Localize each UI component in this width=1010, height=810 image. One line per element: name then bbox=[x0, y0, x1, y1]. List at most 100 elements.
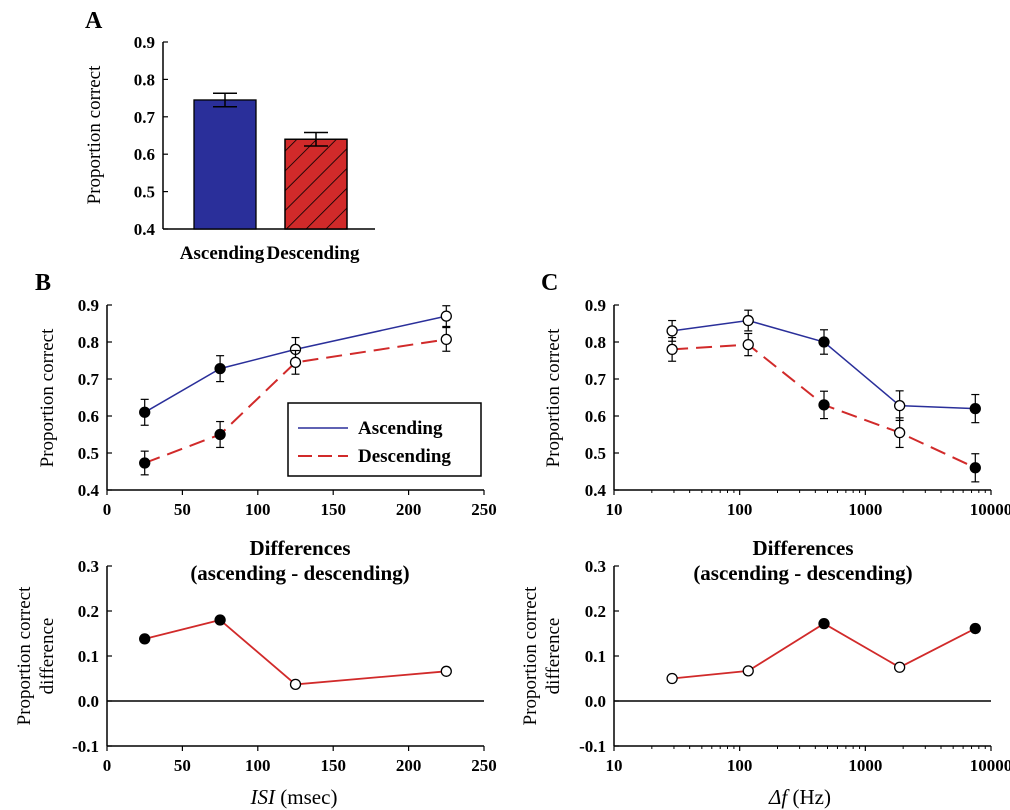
panel-b-diff-ytick-label: 0.1 bbox=[78, 647, 99, 666]
panel-a-ytick-label: 0.7 bbox=[134, 108, 156, 127]
panel-c-xtick-label: 10 bbox=[606, 500, 623, 519]
legend-descending-label: Descending bbox=[358, 446, 451, 467]
panel-c-diff-ytick-label: 0.3 bbox=[585, 557, 606, 576]
panel-b-descending-line bbox=[144, 338, 447, 464]
bar-descending-hatch bbox=[284, 138, 348, 230]
panel-c-ascending-point bbox=[818, 336, 830, 348]
panel-c-diff-ytick-label: 0.0 bbox=[585, 692, 606, 711]
panel-b: B Proportion correct Ascending Descendin… bbox=[35, 270, 497, 519]
panel-b-ascending-point bbox=[214, 362, 226, 375]
panel-c-descending-point bbox=[969, 462, 981, 474]
panel-b-diff-point bbox=[440, 665, 452, 677]
panel-b-diff-point bbox=[139, 633, 151, 645]
panel-b-ytick-label: 0.5 bbox=[78, 444, 99, 463]
panel-c-diff-xtick-label: 100 bbox=[727, 756, 753, 775]
panel-b-xtick-label: 200 bbox=[396, 500, 422, 519]
panel-b-diff-ytick-label: 0.3 bbox=[78, 557, 99, 576]
panel-b-diff-ylabel-line2: difference bbox=[37, 618, 58, 695]
panel-c-diff-xlabel-italic: Δf bbox=[768, 785, 790, 809]
panel-c-xtick-label: 100 bbox=[727, 500, 753, 519]
panel-b-diff-ytick-label: 0.0 bbox=[78, 692, 99, 711]
panel-b-diff-xtick-label: 50 bbox=[174, 756, 191, 775]
panel-b-xtick-label: 150 bbox=[320, 500, 346, 519]
panel-c: C Proportion correct 0.4 0.5 0.6 0.7 0.8 0.9 1… bbox=[541, 270, 1010, 519]
panel-c-diff-ylabel-line2: difference bbox=[543, 618, 564, 695]
panel-b-xtick-label: 50 bbox=[174, 500, 191, 519]
panel-b-ylabel: Proportion correct bbox=[37, 328, 58, 467]
panel-c-ytick-label: 0.6 bbox=[585, 407, 606, 426]
panel-c-diff-xtick-label: 10 bbox=[606, 756, 623, 775]
panel-b-diff-ytick-label: 0.2 bbox=[78, 602, 99, 621]
panel-c-ytick-label: 0.4 bbox=[585, 481, 607, 500]
panel-c-diff-title: Differences bbox=[752, 536, 853, 560]
panel-c-xtick-label: 1000 bbox=[848, 500, 882, 519]
panel-c-diff-xlabel-unit: (Hz) bbox=[787, 785, 831, 809]
panel-c-ascending-point bbox=[742, 314, 754, 327]
panel-c-diff-subtitle: (ascending - descending) bbox=[693, 561, 912, 585]
legend: Ascending Descending bbox=[287, 402, 482, 477]
panel-b-diff-ylabel-line1: Proportion correct bbox=[14, 586, 35, 725]
panel-c-diff-xtick-label: 1000 bbox=[848, 756, 882, 775]
panel-c-descending-point bbox=[742, 338, 754, 351]
panel-c-label: C bbox=[541, 270, 558, 296]
panel-b-diff-xtick-label: 0 bbox=[103, 756, 112, 775]
legend-box bbox=[287, 402, 482, 477]
bar-ascending bbox=[193, 99, 257, 230]
panel-c-diff-line bbox=[672, 622, 976, 680]
panel-c-ylabel: Proportion correct bbox=[543, 328, 564, 467]
panel-b-diff-xlabel-unit: (msec) bbox=[275, 785, 337, 809]
panel-b-diff-line bbox=[144, 619, 447, 686]
panel-b-diff-xlabel: ISI (msec) bbox=[250, 785, 338, 809]
panel-c-diff-point bbox=[893, 661, 906, 673]
panel-c-diff-ytick-label: 0.1 bbox=[585, 647, 606, 666]
panel-c-diff-point bbox=[666, 672, 678, 685]
panel-c-ascending-point bbox=[969, 402, 981, 415]
panel-b-descending-point bbox=[289, 356, 302, 369]
panel-c-differences: Differences (ascending - descending) Pro… bbox=[520, 536, 1010, 809]
panel-b-diff-title: Differences bbox=[249, 536, 350, 560]
panel-b-diff-xtick-label: 200 bbox=[396, 756, 422, 775]
legend-ascending-label: Ascending bbox=[358, 418, 443, 439]
panel-b-diff-point bbox=[214, 614, 226, 626]
panel-b-diff-xtick-label: 250 bbox=[471, 756, 497, 775]
panel-b-ytick-label: 0.6 bbox=[78, 407, 99, 426]
panel-b-diff-xtick-label: 100 bbox=[245, 756, 271, 775]
panel-c-diff-ytick-label: -0.1 bbox=[579, 737, 606, 756]
panel-b-ytick-label: 0.8 bbox=[78, 333, 99, 352]
panel-b-xtick-label: 100 bbox=[245, 500, 271, 519]
panel-b-ytick-label: 0.7 bbox=[78, 370, 100, 389]
panel-b-descending-point bbox=[139, 457, 151, 469]
panel-a-ytick-label: 0.9 bbox=[134, 33, 155, 52]
panel-a-ylabel: Proportion correct bbox=[84, 65, 105, 204]
panel-c-diff-point bbox=[742, 665, 754, 677]
panel-c-ytick-label: 0.8 bbox=[585, 333, 606, 352]
panel-c-diff-xtick-label: 10000 bbox=[970, 756, 1010, 775]
panel-c-diff-point bbox=[818, 617, 830, 630]
panel-c-ytick-label: 0.9 bbox=[585, 296, 606, 315]
panel-a-ytick-label: 0.8 bbox=[134, 70, 155, 89]
panel-b-ytick-label: 0.9 bbox=[78, 296, 99, 315]
panel-b-descending-point bbox=[440, 333, 452, 346]
panel-a-ytick-label: 0.5 bbox=[134, 183, 155, 202]
panel-b-label: B bbox=[35, 270, 51, 296]
panel-b-diff-point bbox=[289, 678, 302, 690]
panel-a-ytick-label: 0.6 bbox=[134, 145, 155, 164]
panel-c-diff-xlabel: Δf (Hz) bbox=[768, 785, 831, 809]
panel-b-diff-ytick-label: -0.1 bbox=[72, 737, 99, 756]
panel-a-ytick-label: 0.4 bbox=[134, 220, 156, 239]
panel-c-diff-ylabel-line1: Proportion correct bbox=[520, 586, 541, 725]
panel-a-label: A bbox=[85, 8, 103, 34]
panel-b-diff-xlabel-italic: ISI bbox=[250, 785, 276, 809]
bar-category-label: Ascending bbox=[180, 243, 265, 264]
panel-b-ascending-line bbox=[144, 315, 447, 413]
panel-c-descending-point bbox=[666, 343, 678, 356]
panel-c-diff-point bbox=[969, 622, 981, 635]
panel-c-ytick-label: 0.7 bbox=[585, 370, 607, 389]
panel-b-diff-xtick-label: 150 bbox=[320, 756, 346, 775]
panel-b-ascending-point bbox=[440, 310, 452, 322]
panel-b-ascending-point bbox=[139, 406, 151, 418]
panel-c-descending-point bbox=[893, 426, 906, 439]
panel-b-xtick-label: 250 bbox=[471, 500, 497, 519]
panel-a: A Proportion correct 0.4 0.5 0.6 0.7 0.8 0.9 A… bbox=[84, 8, 375, 264]
